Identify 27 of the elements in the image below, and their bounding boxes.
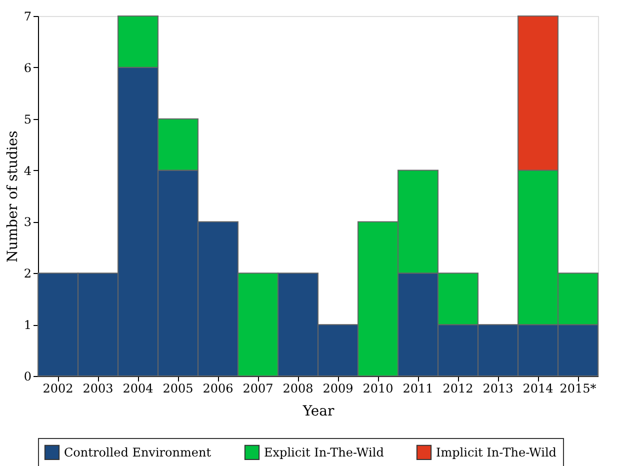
x-tick-label: 2002: [42, 382, 74, 396]
x-tick-label: 2005: [162, 382, 194, 396]
legend-label: Controlled Environment: [64, 445, 212, 460]
y-tick-label: 1: [24, 318, 32, 332]
y-tick-label: 6: [24, 60, 32, 75]
x-tick-label: 2012: [442, 382, 474, 396]
x-tick-label: 2009: [322, 382, 354, 396]
x-tick-label: 2013: [482, 382, 514, 396]
x-tick-label: 2011: [402, 382, 434, 396]
legend-label: Explicit In-The-Wild: [264, 445, 384, 460]
x-tick-label: 2006: [202, 382, 234, 396]
y-tick-label: 7: [24, 10, 32, 24]
x-tick-label: 2014: [522, 382, 554, 396]
y-axis-title: Number of studies: [4, 130, 21, 262]
y-tick-label: 0: [24, 370, 32, 384]
x-tick-label: 2010: [362, 382, 394, 396]
x-tick-label: 2003: [82, 382, 114, 396]
legend-label: Implicit In-The-Wild: [436, 445, 557, 460]
y-tick-label: 5: [24, 112, 32, 126]
x-axis-title: Year: [302, 404, 334, 420]
y-tick-label: 3: [24, 215, 32, 230]
x-tick-label: 2008: [282, 382, 314, 396]
x-tick-label: 2015*: [560, 382, 596, 396]
y-tick-label: 2: [24, 266, 32, 281]
x-tick-label: 2007: [242, 382, 274, 396]
y-tick-label: 4: [24, 164, 32, 178]
x-tick-label: 2004: [122, 382, 154, 396]
